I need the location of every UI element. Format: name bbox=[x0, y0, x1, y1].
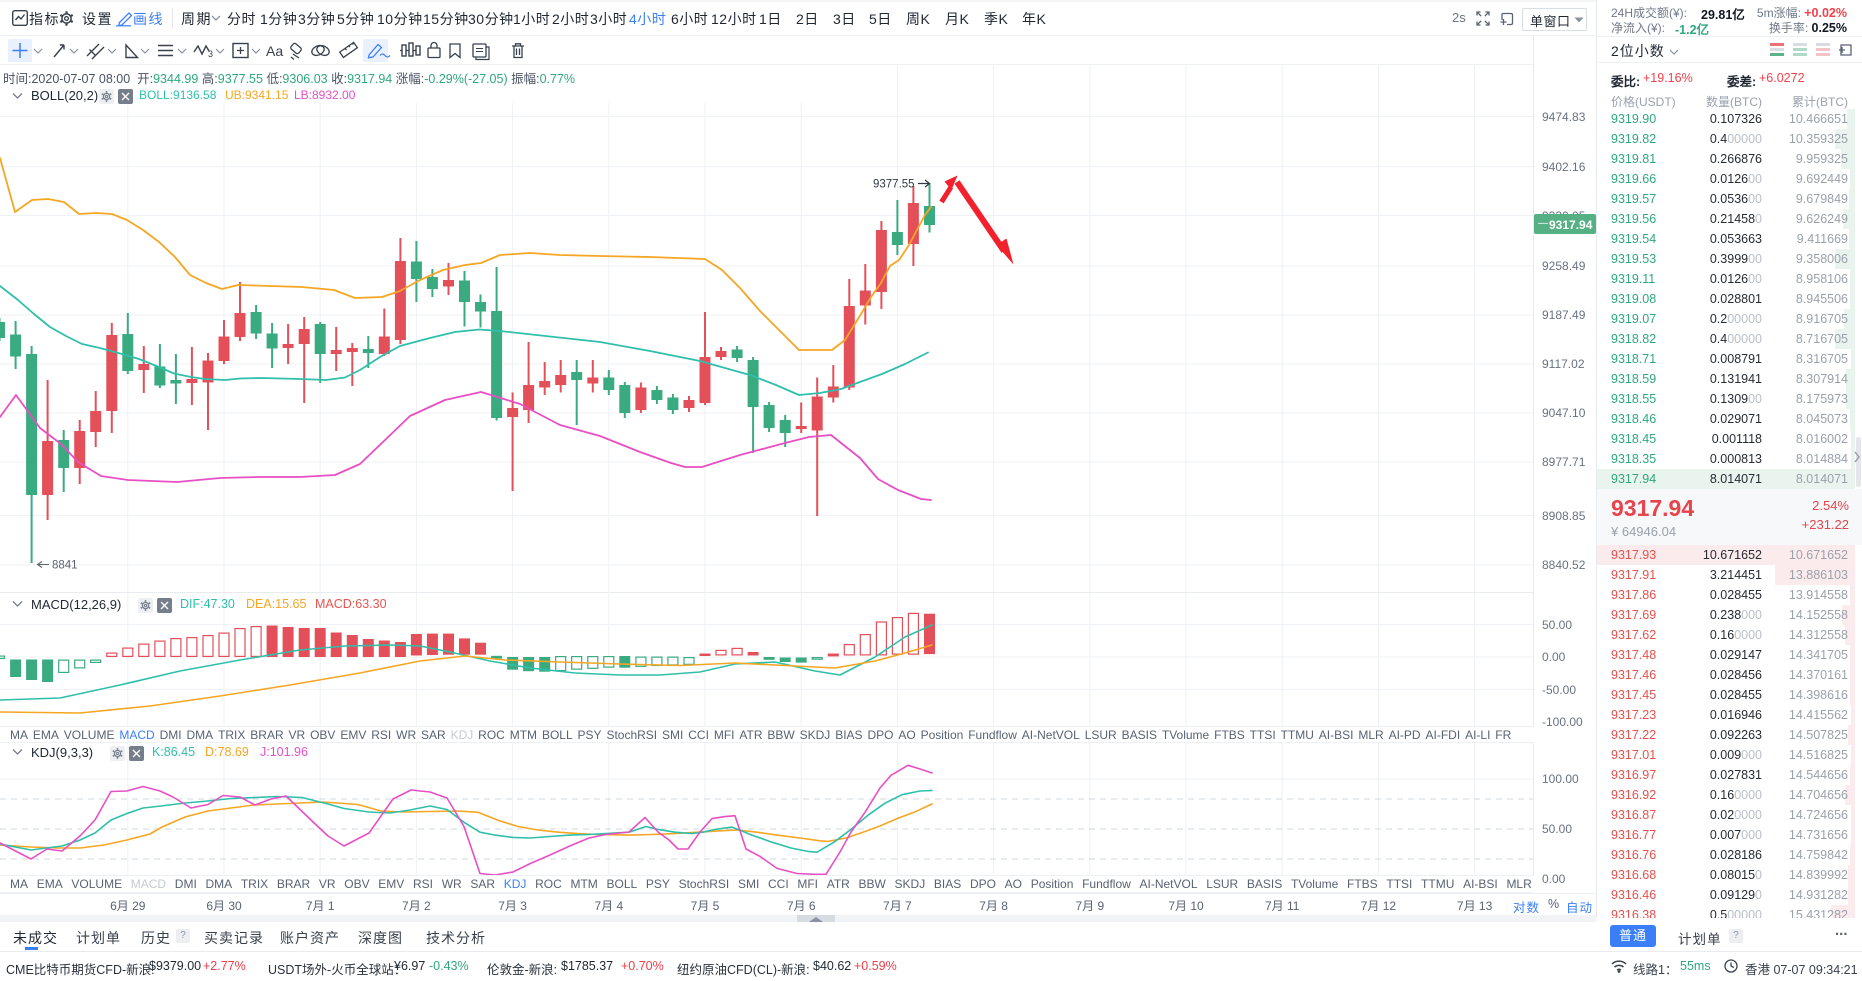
svg-text:3: 3 bbox=[208, 49, 213, 59]
svg-text:9377.55: 9377.55 bbox=[873, 179, 915, 191]
svg-text:Aa: Aa bbox=[266, 43, 283, 59]
svg-text:8841: 8841 bbox=[52, 560, 78, 572]
